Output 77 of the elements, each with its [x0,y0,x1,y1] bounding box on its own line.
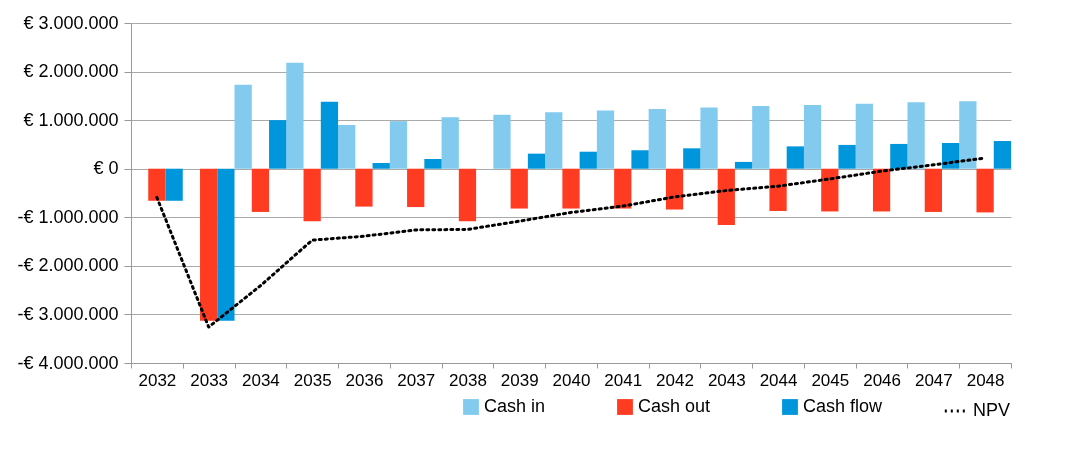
x-tick-label: 2042 [656,370,694,390]
x-tick-label: 2032 [138,370,177,390]
bar [320,101,339,169]
bar [803,105,822,169]
bar [269,120,287,169]
bar [338,125,356,169]
bar [441,117,459,169]
y-tick-label: € 3.000.000 [23,12,119,33]
bar [631,150,649,169]
x-tick-label: 2035 [293,370,332,390]
bar [700,107,718,169]
y-tick-label: -€ 4.000.000 [17,352,119,373]
x-tick-label: 2045 [811,370,850,390]
bar [648,108,666,169]
bar [458,168,477,222]
bar [200,168,218,321]
y-tick-label: € 0 [93,158,119,179]
bar [355,168,373,207]
bar [993,141,1011,169]
x-tick-label: 2040 [552,370,591,390]
bar [545,112,563,169]
bar [165,168,183,201]
legend-label: Cash flow [803,396,884,416]
bar [424,159,442,169]
legend-label: Cash in [484,396,546,416]
y-tick-label: -€ 2.000.000 [17,255,119,276]
bar [734,161,753,169]
bar [614,168,632,209]
y-tick-label: -€ 3.000.000 [17,303,119,324]
bar [855,103,873,169]
x-tick-label: 2037 [397,370,436,390]
bar [872,168,891,212]
bar [251,168,270,212]
y-tick-label: € 2.000.000 [23,61,119,82]
bar [786,146,804,169]
bar [769,168,787,211]
bar [389,121,408,169]
x-tick-label: 2036 [345,370,384,390]
bar [372,162,390,169]
x-tick-label: 2034 [242,370,280,390]
bar [407,168,425,208]
x-tick-label: 2041 [604,370,643,390]
x-tick-label: 2043 [707,370,746,390]
x-tick-label: 2047 [914,370,953,390]
x-tick-label: 2048 [966,370,1005,390]
legend-label: Cash out [638,396,711,416]
bar [562,168,580,209]
bar [286,62,304,169]
bar [821,168,839,212]
bar [976,168,994,213]
bar [838,144,856,169]
bar [510,168,528,209]
bar [596,110,615,169]
x-tick-label: 2038 [449,370,487,390]
x-tick-label: 2046 [863,370,901,390]
x-tick-label: 2044 [759,370,798,390]
bar [907,102,925,169]
bar [959,101,977,169]
y-tick-label: -€ 1.000.000 [17,206,119,227]
bar [752,106,770,169]
x-tick-label: 2033 [190,370,229,390]
legend-label: NPV [973,400,1011,420]
bar [717,168,735,226]
bar [234,84,252,169]
bar [493,114,511,169]
bar [665,168,684,210]
bar [924,168,942,212]
bar [148,168,166,201]
bar [217,168,235,321]
bar [890,143,908,169]
bar [941,142,960,169]
y-tick-label: € 1.000.000 [23,109,119,130]
x-tick-label: 2039 [500,370,539,390]
bar [683,148,701,169]
bar [527,153,546,169]
bar [579,151,597,169]
bar [303,168,321,222]
